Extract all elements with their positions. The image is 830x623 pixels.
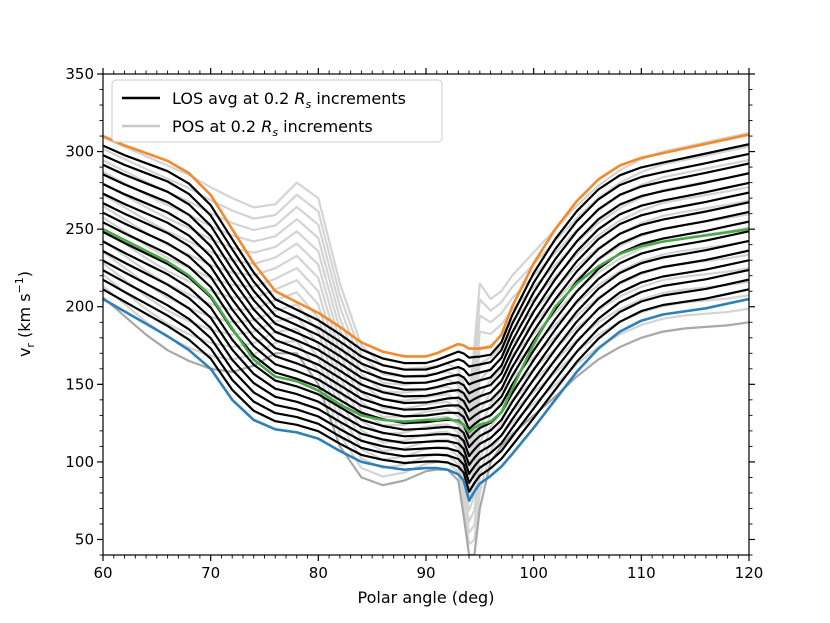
los-line — [103, 278, 749, 484]
pos-line — [103, 250, 749, 512]
los-line — [103, 268, 749, 475]
los-line — [103, 143, 749, 365]
x-tick-label: 100 — [519, 564, 548, 582]
plot-area — [103, 131, 749, 555]
los-line — [103, 210, 749, 422]
y-tick-label: 300 — [65, 143, 94, 161]
x-tick-label: 120 — [735, 564, 764, 582]
pos-line-bottom — [103, 296, 749, 555]
pos-line — [103, 205, 749, 468]
legend-label-los: LOS avg at 0.2 Rs increments — [172, 89, 406, 111]
los-line — [103, 201, 749, 413]
los-line — [103, 152, 749, 371]
y-axis-label: vr (km s−1) — [13, 271, 37, 357]
los-line — [103, 239, 749, 449]
pos-line — [103, 262, 749, 523]
legend-label-pos: POS at 0.2 Rs increments — [172, 117, 373, 139]
y-tick-label: 100 — [65, 453, 94, 471]
los-line — [103, 172, 749, 386]
pos-line — [103, 216, 749, 479]
pos-line — [103, 145, 749, 412]
los-line — [103, 259, 749, 466]
axes-frame — [102, 73, 750, 556]
pos-line-top — [103, 131, 749, 401]
y-tick-label: 250 — [65, 220, 94, 238]
legend-box — [111, 79, 443, 143]
y-tick-label: 150 — [65, 375, 94, 393]
svg-text:vr (km s−1): vr (km s−1) — [13, 271, 37, 357]
axes: 60 70 80 90 100 110 120 50 100 150 200 250 300 350 — [65, 65, 763, 582]
x-tick-label: 70 — [201, 564, 220, 582]
legend: LOS avg at 0.2 Rs increments POS at 0.2 … — [111, 79, 443, 143]
los-line — [103, 181, 749, 395]
x-axis-label: Polar angle (deg) — [358, 588, 495, 607]
pos-line — [103, 170, 749, 435]
x-tick-label: 110 — [627, 564, 656, 582]
y-tick-label: 50 — [75, 530, 94, 548]
y-tick-label: 350 — [65, 65, 94, 83]
x-tick-label: 90 — [416, 564, 435, 582]
los-line — [103, 162, 749, 378]
los-line-bottom — [103, 297, 749, 502]
y-tick-label: 200 — [65, 298, 94, 316]
los-line — [103, 249, 749, 458]
los-line-top — [103, 133, 749, 358]
x-tick-label: 80 — [309, 564, 328, 582]
x-tick-label: 60 — [93, 564, 112, 582]
los-line — [103, 288, 749, 493]
los-line-middle — [103, 227, 749, 434]
los-line — [103, 191, 749, 404]
